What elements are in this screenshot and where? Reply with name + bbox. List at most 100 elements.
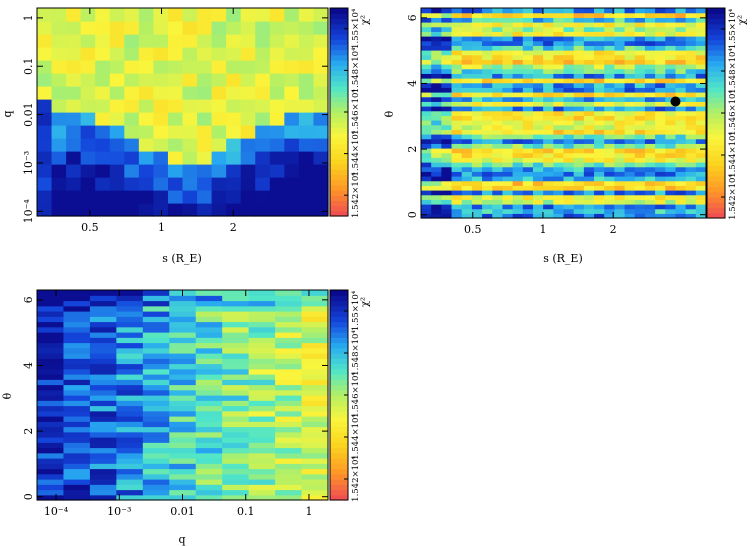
heatmap-cell — [512, 134, 524, 140]
heatmap-cell — [634, 204, 646, 210]
heatmap-cell — [153, 86, 169, 100]
heatmap-cell — [197, 190, 213, 204]
heatmap-cell — [248, 447, 276, 454]
heatmap-cell — [116, 431, 144, 438]
heatmap-cell — [685, 45, 697, 51]
heatmap-cell — [695, 143, 707, 149]
heatmap-cell — [532, 115, 544, 121]
heatmap-cells-q-vs-s — [37, 8, 329, 217]
heatmap-cell — [421, 143, 432, 149]
heatmap-cell — [522, 166, 534, 172]
heatmap-cell — [153, 125, 169, 139]
heatmap-cell — [313, 125, 329, 139]
heatmap-cell — [655, 208, 666, 214]
heatmap-cell — [431, 115, 442, 121]
heatmap-cell — [95, 190, 111, 204]
heatmap-cell — [63, 374, 91, 380]
heatmap-cell — [482, 54, 493, 60]
heatmap-cell — [512, 138, 524, 144]
heatmap-cell — [644, 78, 656, 84]
heatmap-cell — [532, 180, 544, 186]
heatmap-cell — [142, 290, 170, 296]
heatmap-cell — [169, 374, 197, 380]
heatmap-cell — [532, 134, 544, 140]
heatmap-cell — [421, 96, 432, 102]
heatmap-cell — [37, 447, 65, 454]
heatmap-cell — [142, 305, 170, 312]
heatmap-cell — [655, 54, 666, 60]
heatmap-cell — [421, 106, 432, 112]
heatmap-cell — [543, 40, 554, 46]
heatmap-cell — [624, 143, 636, 149]
heatmap-cell — [695, 87, 707, 93]
heatmap-cell — [512, 185, 524, 191]
heatmap-cell — [695, 8, 707, 14]
heatmap-cell — [51, 190, 67, 204]
heatmap-cell — [421, 134, 432, 140]
colorbar-segment — [330, 442, 348, 449]
heatmap-cell — [594, 106, 605, 112]
heatmap-cell — [298, 151, 315, 165]
heatmap-cell — [441, 82, 453, 88]
x-tick-label: 2 — [230, 221, 237, 234]
heatmap-cell — [685, 68, 697, 74]
heatmap-cell — [675, 124, 687, 130]
colorbar-segment — [707, 86, 725, 93]
heatmap-cell — [226, 34, 242, 48]
heatmap-cell — [482, 115, 493, 121]
heatmap-cell — [685, 101, 697, 107]
heatmap-cell — [553, 78, 565, 84]
heatmap-cell — [471, 138, 483, 144]
heatmap-cell — [502, 101, 514, 107]
heatmap-cell — [482, 199, 493, 205]
heatmap-cell — [675, 12, 687, 18]
heatmap-cell — [89, 463, 117, 470]
heatmap-cell — [655, 166, 666, 172]
heatmap-cell — [451, 40, 463, 46]
heatmap-cell — [512, 96, 524, 102]
heatmap-cell — [665, 213, 677, 219]
heatmap-cell — [461, 213, 473, 219]
heatmap-cell — [269, 112, 285, 126]
heatmap-cell — [441, 101, 453, 107]
heatmap-cell — [248, 389, 276, 396]
heatmap-cell — [543, 45, 554, 51]
heatmap-cell — [269, 60, 285, 74]
heatmap-cell — [573, 59, 585, 65]
colorbar-segment — [330, 122, 348, 129]
heatmap-cell — [275, 368, 303, 375]
heatmap-cell — [275, 321, 303, 328]
heatmap-cell — [301, 489, 329, 496]
y-tick-label: 10⁻³ — [22, 151, 35, 175]
heatmap-cell — [89, 484, 117, 491]
heatmap-cell — [583, 134, 595, 140]
heatmap-cell — [461, 50, 473, 56]
heatmap-cell — [553, 17, 565, 23]
heatmap-cell — [451, 166, 463, 172]
heatmap-cell — [492, 124, 504, 130]
heatmap-cell — [66, 99, 82, 113]
heatmap-cell — [421, 22, 432, 28]
heatmap-cell — [269, 125, 285, 139]
heatmap-cell — [275, 416, 303, 422]
heatmap-cell — [471, 78, 483, 84]
heatmap-cell — [665, 194, 677, 200]
heatmap-cell — [685, 208, 697, 214]
y-axis-label: θ — [1, 392, 14, 399]
heatmap-cell — [269, 138, 285, 152]
heatmap-cell — [431, 40, 442, 46]
heatmap-cell — [109, 190, 125, 204]
heatmap-cell — [583, 78, 595, 84]
y-tick-label: 4 — [406, 80, 419, 87]
heatmap-cell — [563, 152, 575, 158]
heatmap-cell — [248, 326, 276, 333]
heatmap-cell — [512, 17, 524, 23]
heatmap-cell — [421, 185, 432, 191]
heatmap-cell — [573, 115, 585, 121]
heatmap-cell — [441, 208, 453, 214]
colorbar-segment — [707, 71, 725, 77]
heatmap-cell — [634, 115, 646, 121]
heatmap-cell — [624, 129, 636, 135]
